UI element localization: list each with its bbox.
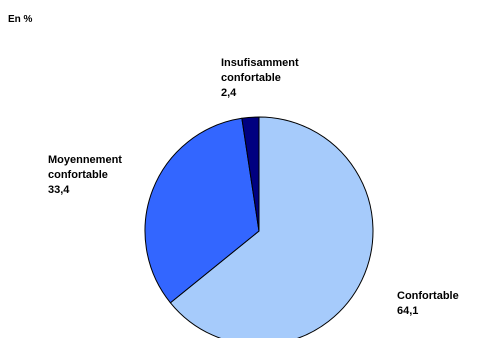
slice-label-insufisamment: Insufisamment confortable 2,4 <box>221 57 302 99</box>
slice-moyennement <box>144 117 260 304</box>
slice-insufisamment <box>241 116 260 232</box>
pie-slices <box>144 116 374 338</box>
slice-label-moyennement: Moyennement confortable 33,4 <box>48 154 125 196</box>
unit-label: En % <box>8 14 33 25</box>
slice-label-confortable: Confortable 64,1 <box>397 290 462 317</box>
slice-confortable <box>169 116 374 338</box>
